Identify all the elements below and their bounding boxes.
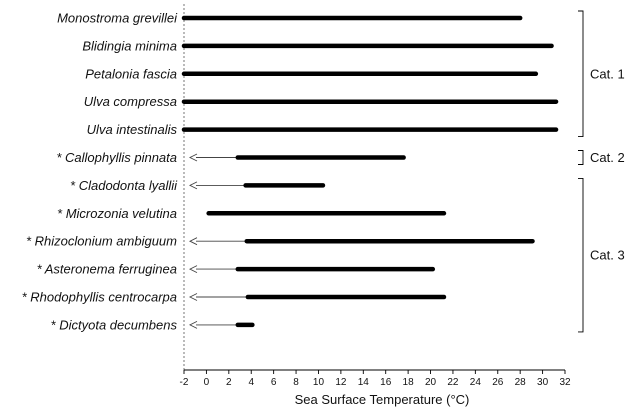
- x-tick-label: 4: [248, 377, 254, 388]
- species-label: Petalonia fascia: [85, 66, 177, 81]
- species-label: Blidingia minima: [82, 38, 177, 53]
- category-label: Cat. 3: [590, 248, 625, 263]
- x-tick-label: 26: [492, 377, 504, 388]
- species-label: * Asteronema ferruginea: [37, 262, 177, 277]
- arrow-head: [188, 153, 198, 162]
- category-bracket: [578, 150, 584, 165]
- category-bracket: [578, 10, 584, 138]
- x-tick-label: 8: [293, 377, 299, 388]
- arrow-head: [188, 181, 198, 190]
- x-tick-label: 2: [226, 377, 232, 388]
- x-axis: -2 0 2 4 6 8 10 12 14 16 18 20 22 24 26 28 30 32: [180, 369, 571, 388]
- species-label: Monostroma grevillei: [57, 11, 178, 26]
- arrow-head: [188, 237, 198, 246]
- species-label: Ulva compressa: [84, 94, 177, 109]
- x-tick-label: 32: [559, 377, 571, 388]
- category-brackets-layer: Cat. 1 Cat. 2 Cat. 3: [578, 10, 625, 333]
- x-tick-label: 30: [537, 377, 549, 388]
- x-tick-label: 18: [403, 377, 415, 388]
- bars-layer: [181, 15, 559, 329]
- arrow-head: [188, 293, 198, 301]
- x-tick-label: 12: [335, 377, 347, 388]
- category-label: Cat. 2: [590, 150, 625, 165]
- category-label: Cat. 1: [590, 66, 625, 81]
- x-tick-label: 16: [380, 377, 392, 388]
- x-tick-label: 0: [204, 377, 210, 388]
- arrow-head: [188, 265, 198, 274]
- species-labels-layer: Monostroma grevillei Blidingia minima Peta…: [22, 11, 178, 333]
- x-tick-label: 20: [425, 377, 437, 388]
- arrow-head: [188, 320, 198, 329]
- species-label: * Microzonia velutina: [57, 206, 177, 221]
- species-label: * Cladodonta lyallii: [70, 178, 178, 193]
- x-tick-label: -2: [180, 377, 189, 388]
- x-tick-label: 6: [271, 377, 277, 388]
- x-axis-title: Sea Surface Temperature (°C): [295, 392, 470, 407]
- x-tick-label: 28: [515, 377, 527, 388]
- x-tick-label: 10: [313, 377, 325, 388]
- x-tick-label: 24: [470, 377, 482, 388]
- species-label: * Rhizoclonium ambiguum: [26, 234, 177, 249]
- species-label: * Dictyota decumbens: [51, 317, 178, 332]
- species-label: * Rhodophyllis centrocarpa: [22, 290, 177, 305]
- species-label: * Callophyllis pinnata: [56, 150, 177, 165]
- x-tick-label: 14: [358, 377, 370, 388]
- species-label: Ulva intestinalis: [87, 122, 178, 137]
- category-bracket: [578, 177, 584, 333]
- x-tick-label: 22: [447, 377, 459, 388]
